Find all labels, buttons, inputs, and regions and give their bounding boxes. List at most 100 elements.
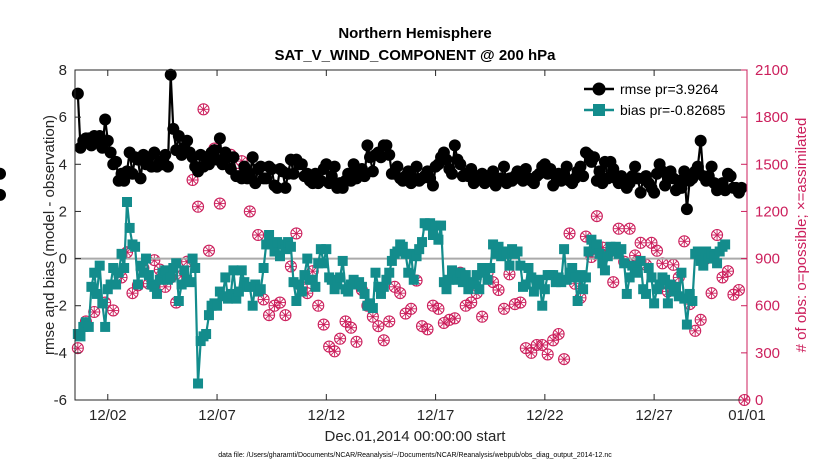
obs-assimilated-point (269, 300, 280, 311)
obs-assimilated-point (384, 316, 395, 327)
rmse-point (104, 146, 117, 159)
bias-point (288, 277, 299, 288)
legend-bias-marker (593, 104, 605, 116)
obs-assimilated-point (509, 299, 520, 310)
bias-point (190, 263, 201, 273)
bias-point (526, 272, 537, 283)
rmse-point (440, 153, 453, 166)
obs-possible-point (317, 318, 330, 331)
y-right-tick-label: 900 (755, 251, 780, 268)
obs-possible-point (312, 299, 325, 312)
obs-assimilated-point (657, 258, 668, 269)
bias-point (692, 246, 703, 257)
bias-point (679, 293, 690, 304)
obs-assimilated-point (406, 303, 417, 314)
rmse-point (328, 160, 341, 173)
obs-assimilated-point (537, 340, 548, 350)
obs-assimilated-point (291, 228, 302, 239)
obs-assimilated-point (280, 310, 291, 321)
x-tick-label: 12/02 (89, 407, 127, 424)
obs-assimilated-point (182, 256, 193, 267)
y-tick-label: 6 (59, 109, 67, 126)
y-tick-label: -2 (54, 298, 67, 315)
bias-point (515, 260, 526, 271)
rmse-point (574, 160, 587, 173)
bias-point (676, 267, 687, 278)
rmse-point (227, 151, 240, 164)
bias-point (493, 241, 504, 252)
obs-assimilated-point (400, 308, 411, 319)
bias-point (460, 270, 471, 281)
rmse-point (380, 139, 393, 152)
bias-point (318, 258, 329, 269)
bias-point (430, 220, 441, 231)
bias-point (258, 263, 269, 273)
obs-assimilated-point (662, 286, 673, 297)
bias-point (135, 260, 146, 271)
obs-assimilated-point (108, 305, 119, 316)
obs-possible-point (711, 228, 724, 242)
obs-possible-point (558, 353, 571, 366)
bias-point (119, 263, 130, 273)
y-axis-ticks: -6 -4 -2 0 2 4 6 8 (54, 62, 81, 409)
obs-assimilated-point (203, 245, 214, 256)
bias-point (184, 277, 195, 288)
bias-point (397, 241, 408, 252)
bias-point (534, 274, 545, 285)
obs-assimilated-point (214, 198, 225, 209)
bias-point (280, 244, 291, 255)
rmse-point (560, 160, 573, 173)
obs-possible-point (383, 315, 396, 328)
rmse-point (265, 163, 278, 175)
bias-point (373, 281, 384, 292)
rmse-point (148, 146, 161, 159)
obs-possible-point (263, 309, 276, 322)
footnote: data file: /Users/gharamti/Documents/NCA… (218, 452, 612, 459)
bias-point (438, 277, 449, 288)
obs-assimilated-point (679, 236, 690, 247)
y-right-tick-label: 1800 (755, 109, 788, 126)
obs-assimilated-point (264, 310, 275, 321)
obs-assimilated-point (313, 300, 324, 311)
bias-point (665, 279, 676, 290)
bias-point (386, 255, 397, 266)
rmse-point (487, 165, 500, 178)
rmse-point (260, 172, 273, 185)
rmse-point (295, 158, 308, 171)
y-right-tick-label: 1500 (755, 156, 788, 173)
obs-assimilated-point (690, 325, 701, 336)
rmse-point (678, 165, 691, 178)
bias-point (488, 239, 499, 250)
x-axis-label: Dec.01,2014 00:00:00 start (325, 428, 507, 445)
obs-assimilated-point (302, 288, 313, 299)
obs-assimilated-point (712, 230, 723, 240)
y-tick-label: 4 (59, 156, 67, 173)
obs-assimilated-point (630, 250, 641, 261)
obs-assimilated-point (449, 313, 460, 324)
rmse-point (410, 160, 423, 173)
obs-assimilated-point (553, 329, 564, 339)
bias-point (236, 265, 247, 276)
obs-assimilated-point (422, 324, 433, 335)
rmse-point (675, 181, 688, 194)
bias-point (408, 274, 419, 285)
obs-assimilated-point (351, 336, 362, 347)
obs-possible-point (186, 173, 199, 187)
obs-possible-point (213, 197, 226, 210)
bias-point (138, 267, 149, 278)
obs-assimilated-point (378, 335, 389, 346)
rmse-point (71, 87, 84, 100)
bias-point (411, 251, 422, 262)
bias-point (660, 274, 671, 285)
obs-assimilated-point (466, 297, 477, 308)
bias-point (427, 230, 438, 240)
obs-possible-point (492, 283, 505, 297)
rmse-point (588, 151, 601, 164)
bias-point (83, 321, 94, 332)
bias-point (684, 288, 695, 299)
rmse-point (110, 155, 123, 168)
obs-assimilated-point (307, 266, 318, 277)
bias-point (687, 296, 698, 306)
obs-possible-point (563, 227, 576, 240)
rmse-point (101, 134, 114, 147)
